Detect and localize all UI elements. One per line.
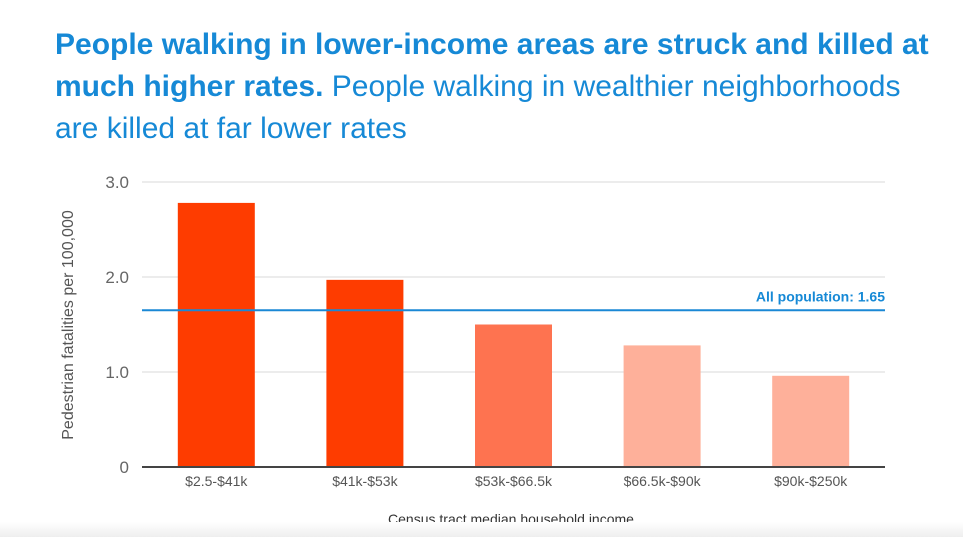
bar <box>177 202 255 467</box>
bar <box>772 375 850 467</box>
chart-title: People walking in lower-income areas are… <box>55 24 935 150</box>
x-tick-label: $2.5-$41k <box>185 473 248 489</box>
y-tick-label: 3.0 <box>105 173 129 192</box>
y-tick-label: 0 <box>120 458 129 477</box>
reference-line-group: All population: 1.65 <box>142 288 885 312</box>
bars <box>177 202 850 467</box>
bar <box>623 345 701 467</box>
y-axis-title: Pedestrian fatalities per 100,000 <box>60 210 77 440</box>
bottom-edge-shadow <box>0 522 963 537</box>
title-headline: People walking in lower-income areas are… <box>55 28 929 103</box>
x-tick-label: $90k-$250k <box>774 473 848 489</box>
x-tick-label: $66.5k-$90k <box>624 473 702 489</box>
x-tick-label: $53k-$66.5k <box>475 473 553 489</box>
bar <box>475 324 552 467</box>
y-tick-label: 1.0 <box>105 363 129 382</box>
y-tick-label: 2.0 <box>105 268 129 287</box>
title-subtitle: People walking in wealthier neighborhood… <box>55 70 901 145</box>
bar <box>326 279 404 467</box>
axes: 0 1.0 2.0 3.0 $2.5-$41k $41k-$53k $53k-$66.5k $… <box>105 173 885 489</box>
reference-line-label: All population: 1.65 <box>756 288 885 304</box>
x-tick-label: $41k-$53k <box>332 473 398 489</box>
